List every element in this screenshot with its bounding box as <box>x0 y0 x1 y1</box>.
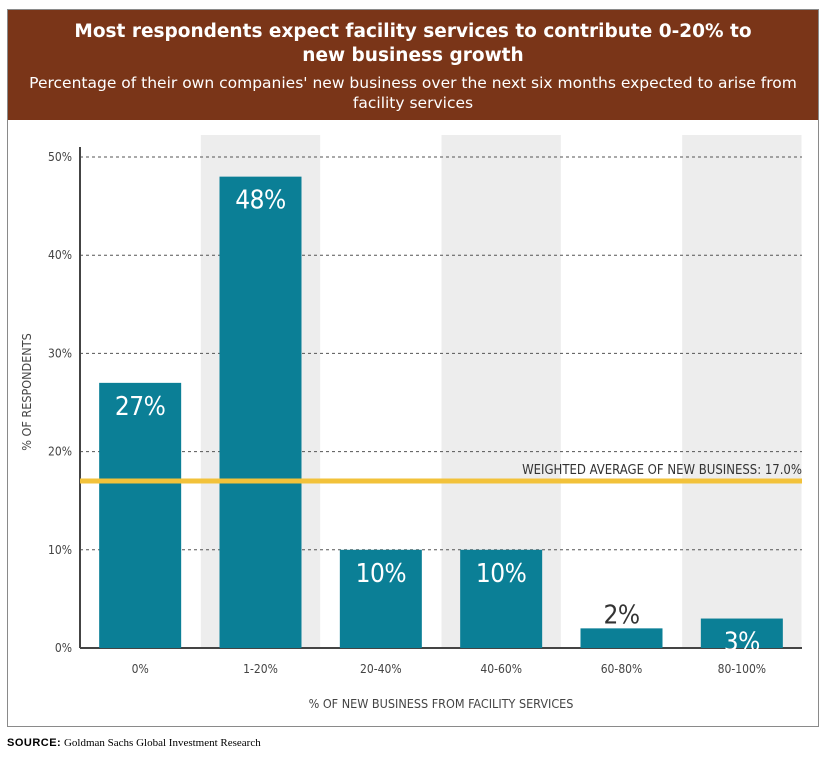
bar <box>700 618 783 648</box>
source-note: SOURCE: Goldman Sachs Global Investment … <box>7 737 261 749</box>
chart-header: Most respondents expect facility service… <box>7 9 819 120</box>
bar <box>99 382 182 648</box>
weighted-average-label: WEIGHTED AVERAGE OF NEW BUSINESS: 17.0% <box>522 463 802 478</box>
bar <box>339 549 422 648</box>
y-tick-label: 0% <box>55 641 72 655</box>
y-tick-label: 20% <box>48 445 72 459</box>
bar <box>460 549 543 648</box>
bar-value-label: 2% <box>603 600 639 630</box>
y-tick-label: 40% <box>48 248 72 262</box>
bar-value-label: 48% <box>235 186 286 216</box>
y-tick-label: 30% <box>48 346 72 360</box>
x-tick-label: 40-60% <box>480 662 522 676</box>
x-tick-label: 0% <box>132 662 149 676</box>
bar-value-label: 27% <box>115 392 166 422</box>
category-band <box>682 135 802 648</box>
bar <box>219 176 302 648</box>
y-axis-title: % OF RESPONDENTS <box>19 333 34 450</box>
x-axis-title: % OF NEW BUSINESS FROM FACILITY SERVICES <box>309 696 574 711</box>
source-label: SOURCE: <box>7 737 62 749</box>
y-tick-label: 50% <box>48 150 72 164</box>
chart-subtitle: Percentage of their own companies' new b… <box>29 74 797 112</box>
chart-title: Most respondents expect facility service… <box>74 21 752 66</box>
bar <box>580 628 663 648</box>
x-tick-label: 80-100% <box>718 662 767 676</box>
chart-frame <box>7 9 819 727</box>
x-tick-label: 60-80% <box>601 662 643 676</box>
y-tick-label: 10% <box>48 543 72 557</box>
source-text: Goldman Sachs Global Investment Research <box>63 737 261 749</box>
bar-value-label: 10% <box>476 559 527 589</box>
x-tick-label: 20-40% <box>360 662 402 676</box>
bar-value-label: 10% <box>356 559 407 589</box>
x-tick-label: 1-20% <box>243 662 278 676</box>
bar-value-label: 3% <box>724 628 760 658</box>
